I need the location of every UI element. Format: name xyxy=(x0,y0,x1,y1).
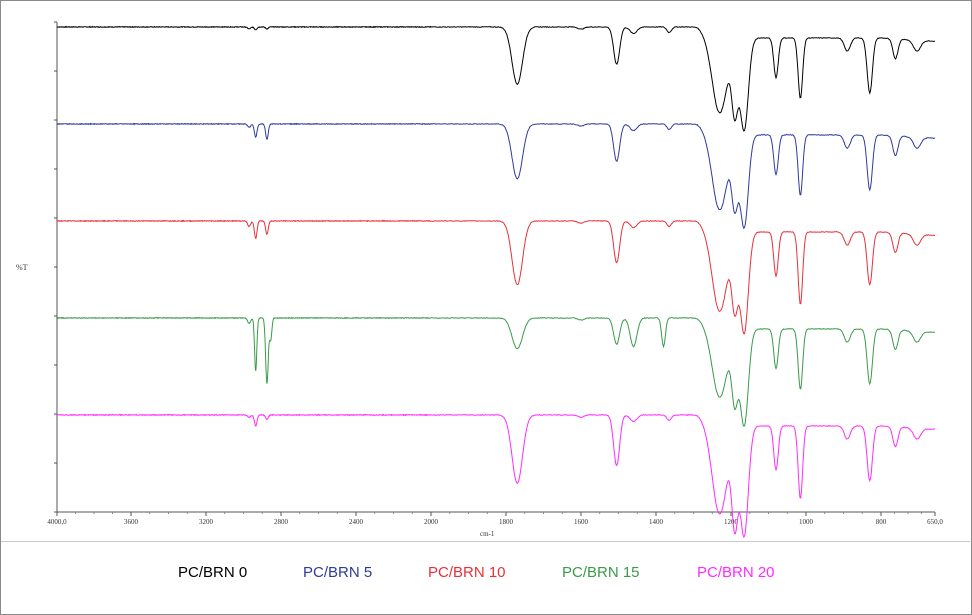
legend-separator xyxy=(1,541,970,542)
legend-item-pc-brn-10: PC/BRN 10 xyxy=(428,564,506,581)
x-tick-label: 2000 xyxy=(424,518,439,526)
ir-spectrum-plot: 4000,0 3600 3200 2800 2400 2000 1800 1600 1400 12… xyxy=(47,21,943,539)
x-tick-label: 3200 xyxy=(199,518,214,526)
legend-item-pc-brn-15: PC/BRN 15 xyxy=(562,564,640,581)
x-tick-label: 1000 xyxy=(799,518,814,526)
x-tick-label: 4000,0 xyxy=(47,518,67,526)
spectrum-line-pc-brn-5 xyxy=(56,122,936,230)
spectrum-line-pc-brn-20 xyxy=(56,413,936,539)
x-axis-label: cm-1 xyxy=(480,530,495,538)
spectrum-line-pc-brn-15 xyxy=(56,316,936,427)
x-tick-label: 1200 xyxy=(724,518,739,526)
spectrum-traces xyxy=(56,25,936,539)
x-tick-label: 800 xyxy=(876,518,887,526)
axes: 4000,0 3600 3200 2800 2400 2000 1800 1600 1400 12… xyxy=(47,21,943,526)
y-axis-label: %T xyxy=(16,263,28,272)
legend-item-pc-brn-5: PC/BRN 5 xyxy=(303,564,373,581)
spectrum-line-pc-brn-10 xyxy=(56,219,935,335)
x-tick-label: 3600 xyxy=(124,518,139,526)
legend: PC/BRN 0 PC/BRN 5 PC/BRN 10 PC/BRN 15 PC… xyxy=(0,564,972,588)
x-tick-label: 650,0 xyxy=(927,518,943,526)
legend-item-pc-brn-0: PC/BRN 0 xyxy=(178,564,248,581)
spectrum-line-pc-brn-0 xyxy=(56,25,936,132)
x-tick-label: 2800 xyxy=(274,518,289,526)
x-tick-label: 1400 xyxy=(649,518,664,526)
x-tick-label: 1800 xyxy=(499,518,514,526)
legend-item-pc-brn-20: PC/BRN 20 xyxy=(697,564,775,581)
x-tick-label: 1600 xyxy=(574,518,589,526)
x-tick-label: 2400 xyxy=(349,518,364,526)
